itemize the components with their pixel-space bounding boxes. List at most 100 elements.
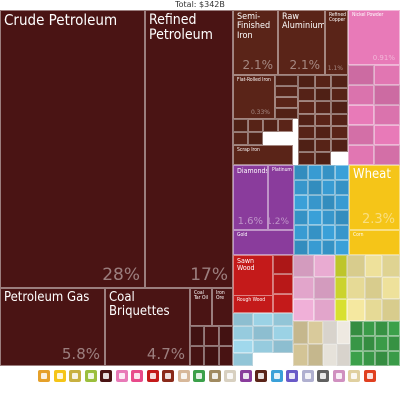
treemap-filler-tile[interactable] bbox=[335, 165, 349, 180]
treemap-filler-tile[interactable] bbox=[387, 351, 400, 366]
treemap-filler-tile[interactable] bbox=[293, 343, 308, 366]
treemap-filler-tile[interactable] bbox=[382, 255, 400, 277]
treemap-filler-tile[interactable] bbox=[350, 321, 363, 336]
treemap-filler-tile[interactable] bbox=[308, 343, 323, 366]
treemap-filler-tile[interactable] bbox=[382, 299, 400, 321]
treemap-filler-tile[interactable] bbox=[362, 336, 375, 351]
treemap-filler-tile[interactable] bbox=[307, 225, 322, 240]
treemap-filler-tile[interactable] bbox=[273, 255, 293, 275]
treemap-filler-tile[interactable] bbox=[314, 255, 335, 277]
treemap-filler-tile[interactable] bbox=[323, 321, 337, 344]
treemap-filler-tile[interactable] bbox=[335, 225, 349, 240]
animal-products-icon[interactable] bbox=[38, 370, 50, 382]
tile-crude-petroleum[interactable]: Crude Petroleum 28% bbox=[0, 10, 145, 288]
weapons-icon[interactable] bbox=[317, 370, 329, 382]
treemap-filler-tile[interactable] bbox=[275, 86, 298, 97]
tile-diamonds[interactable]: Diamonds 1.6% bbox=[233, 165, 268, 230]
tile-coal-tar-oil[interactable]: Coal Tar Oil bbox=[190, 288, 212, 326]
tile-coal-briquettes[interactable]: Coal Briquettes 4.7% bbox=[105, 288, 190, 366]
treemap-filler-tile[interactable] bbox=[323, 343, 337, 366]
treemap-filler-tile[interactable] bbox=[314, 152, 332, 165]
treemap-filler-tile[interactable] bbox=[336, 343, 350, 366]
hides-icon[interactable] bbox=[146, 370, 159, 382]
treemap-filler-tile[interactable] bbox=[233, 119, 248, 132]
treemap-filler-tile[interactable] bbox=[374, 145, 400, 165]
treemap-filler-tile[interactable] bbox=[294, 180, 308, 195]
treemap-filler-tile[interactable] bbox=[314, 113, 332, 127]
stone-glass-icon[interactable] bbox=[224, 370, 236, 382]
treemap-filler-tile[interactable] bbox=[278, 119, 293, 132]
treemap-filler-tile[interactable] bbox=[273, 339, 293, 353]
treemap-filler-tile[interactable] bbox=[364, 299, 383, 321]
treemap-filler-tile[interactable] bbox=[335, 240, 349, 255]
treemap-filler-tile[interactable] bbox=[298, 152, 315, 165]
treemap-filler-tile[interactable] bbox=[336, 321, 350, 344]
treemap-filler-tile[interactable] bbox=[347, 299, 365, 321]
treemap-filler-tile[interactable] bbox=[293, 255, 314, 277]
treemap-filler-tile[interactable] bbox=[314, 126, 332, 140]
treemap-filler-tile[interactable] bbox=[273, 274, 293, 294]
treemap-filler-tile[interactable] bbox=[321, 165, 336, 180]
treemap-filler-tile[interactable] bbox=[374, 125, 400, 145]
treemap-filler-tile[interactable] bbox=[298, 126, 315, 140]
minerals-icon[interactable] bbox=[100, 370, 112, 382]
treemap-filler-tile[interactable] bbox=[375, 351, 388, 366]
treemap-filler-tile[interactable] bbox=[387, 336, 400, 351]
treemap-filler-tile[interactable] bbox=[335, 210, 349, 225]
treemap-filler-tile[interactable] bbox=[275, 97, 298, 108]
metals-icon[interactable] bbox=[255, 370, 267, 382]
treemap-filler-tile[interactable] bbox=[218, 346, 233, 366]
treemap-filler-tile[interactable] bbox=[233, 313, 253, 327]
treemap-filler-tile[interactable] bbox=[273, 293, 293, 313]
unspecified-icon[interactable] bbox=[363, 370, 376, 382]
tile-raw-aluminium[interactable]: Raw Aluminium 2.1% bbox=[278, 10, 325, 75]
treemap-filler-tile[interactable] bbox=[298, 87, 315, 101]
treemap-filler-tile[interactable] bbox=[248, 132, 263, 145]
treemap-filler-tile[interactable] bbox=[273, 326, 293, 340]
treemap-filler-tile[interactable] bbox=[294, 165, 308, 180]
tile-semi-finished-iron[interactable]: Semi-Finished Iron 2.1% bbox=[233, 10, 278, 75]
treemap-filler-tile[interactable] bbox=[314, 277, 335, 299]
treemap-filler-tile[interactable] bbox=[375, 321, 388, 336]
vegetable-products-icon[interactable] bbox=[53, 370, 66, 382]
treemap-filler-tile[interactable] bbox=[331, 100, 348, 114]
treemap-filler-tile[interactable] bbox=[218, 326, 233, 346]
treemap-filler-tile[interactable] bbox=[347, 255, 365, 277]
treemap-filler-tile[interactable] bbox=[293, 277, 314, 299]
treemap-filler-tile[interactable] bbox=[307, 180, 322, 195]
treemap-filler-tile[interactable] bbox=[308, 321, 323, 344]
treemap-filler-tile[interactable] bbox=[293, 299, 314, 321]
treemap-filler-tile[interactable] bbox=[204, 346, 219, 366]
treemap-filler-tile[interactable] bbox=[321, 180, 336, 195]
treemap-filler-tile[interactable] bbox=[253, 339, 273, 353]
treemap-filler-tile[interactable] bbox=[253, 326, 273, 340]
treemap-filler-tile[interactable] bbox=[375, 336, 388, 351]
treemap-filler-tile[interactable] bbox=[233, 339, 253, 353]
treemap-filler-tile[interactable] bbox=[350, 336, 363, 351]
treemap-filler-tile[interactable] bbox=[321, 240, 336, 255]
treemap-filler-tile[interactable] bbox=[314, 100, 332, 114]
treemap-filler-tile[interactable] bbox=[298, 113, 315, 127]
treemap-filler-tile[interactable] bbox=[350, 351, 363, 366]
treemap-filler-tile[interactable] bbox=[233, 352, 253, 366]
tile-wheat[interactable]: Wheat 2.3% bbox=[349, 165, 400, 230]
treemap-filler-tile[interactable] bbox=[364, 277, 383, 299]
treemap-filler-tile[interactable] bbox=[348, 145, 374, 165]
textiles-icon[interactable] bbox=[193, 370, 205, 382]
treemap-filler-tile[interactable] bbox=[204, 326, 219, 346]
treemap-filler-tile[interactable] bbox=[331, 139, 348, 153]
wood-products-icon[interactable] bbox=[162, 370, 174, 382]
transportation-icon[interactable] bbox=[286, 370, 298, 382]
treemap-filler-tile[interactable] bbox=[348, 65, 374, 85]
animal-fats-icon[interactable] bbox=[69, 370, 81, 382]
treemap-filler-tile[interactable] bbox=[335, 299, 347, 321]
treemap-filler-tile[interactable] bbox=[382, 277, 400, 299]
treemap-filler-tile[interactable] bbox=[294, 225, 308, 240]
treemap-filler-tile[interactable] bbox=[362, 351, 375, 366]
treemap-filler-tile[interactable] bbox=[348, 85, 374, 105]
treemap-filler-tile[interactable] bbox=[348, 125, 374, 145]
treemap-filler-tile[interactable] bbox=[248, 119, 263, 132]
treemap-filler-tile[interactable] bbox=[331, 75, 348, 88]
treemap-filler-tile[interactable] bbox=[190, 346, 205, 366]
treemap-filler-tile[interactable] bbox=[275, 108, 298, 119]
